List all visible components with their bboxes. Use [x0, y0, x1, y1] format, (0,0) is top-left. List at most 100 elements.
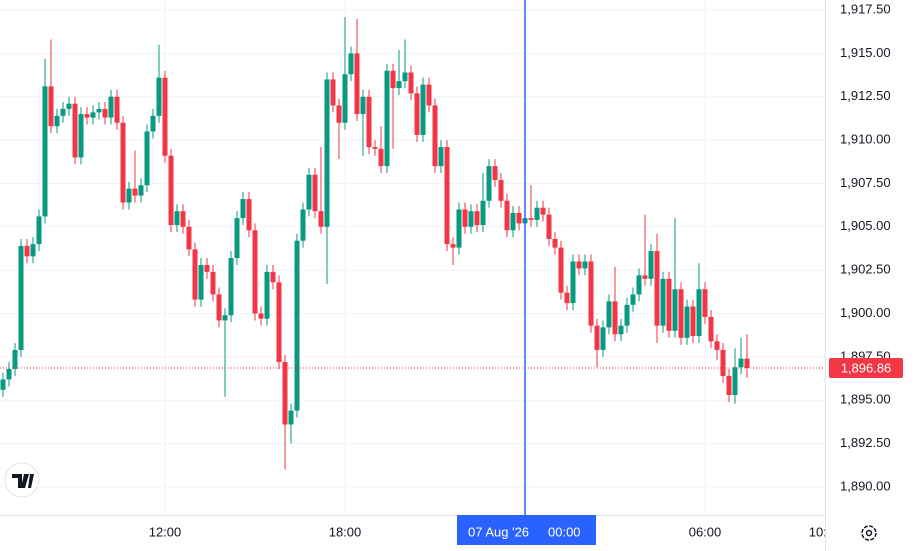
- candle-body: [696, 289, 702, 337]
- y-tick-label: 1,892.50: [840, 435, 891, 450]
- y-tick-label: 1,895.00: [840, 392, 891, 407]
- candle-body: [48, 86, 54, 127]
- candle-body: [636, 275, 642, 295]
- candle-body: [240, 199, 246, 219]
- candle-body: [252, 230, 258, 314]
- candle-body: [342, 74, 348, 123]
- candle-body: [420, 84, 426, 135]
- last-price-label: 1,896.86: [841, 360, 892, 375]
- candle-body: [18, 245, 24, 350]
- candle-body: [42, 86, 48, 217]
- candle-body: [78, 114, 84, 158]
- candle-body: [174, 211, 180, 226]
- candle-body: [426, 84, 432, 106]
- candle-body: [66, 103, 72, 109]
- candle-body: [678, 289, 684, 338]
- candle-body: [318, 211, 324, 227]
- candle-body: [54, 115, 60, 127]
- candle-body: [588, 261, 594, 326]
- candle-body: [486, 166, 492, 201]
- settings-button[interactable]: [861, 525, 877, 541]
- candle-body: [270, 271, 276, 283]
- candle-body: [498, 179, 504, 201]
- candle-body: [138, 185, 144, 196]
- candle-body: [654, 251, 660, 326]
- candle-body: [480, 200, 486, 226]
- candle-body: [348, 53, 354, 75]
- price-axis-bg: [825, 0, 920, 551]
- candle-body: [288, 410, 294, 425]
- candle-body: [516, 212, 522, 224]
- candle-body: [540, 207, 546, 215]
- candle-body: [126, 188, 132, 203]
- last-price-tag: [829, 357, 903, 378]
- candle-body: [444, 147, 450, 245]
- candle-body: [378, 148, 384, 167]
- candle-body: [594, 325, 600, 350]
- candles: [0, 0, 825, 515]
- candle-body: [144, 131, 150, 186]
- candle-body: [702, 289, 708, 317]
- candle-body: [0, 379, 6, 390]
- crosshair-time: 00:00: [548, 524, 581, 539]
- candle-body: [672, 289, 678, 331]
- candle-body: [84, 114, 90, 118]
- candle-body: [114, 96, 120, 123]
- candle-body: [690, 306, 696, 337]
- candle-body: [504, 200, 510, 231]
- logo-mark: [12, 474, 34, 488]
- candle-body: [312, 174, 318, 212]
- candle-body: [528, 218, 534, 220]
- candle-body: [612, 301, 618, 335]
- candle-body: [714, 341, 720, 350]
- candle-body: [450, 244, 456, 248]
- candle-body: [156, 77, 162, 116]
- candle-body: [708, 316, 714, 342]
- candle-body: [366, 96, 372, 148]
- candle-body: [162, 77, 168, 156]
- candle-body: [294, 240, 300, 411]
- x-tick-label: 18:00: [329, 524, 362, 539]
- candle-body: [570, 261, 576, 304]
- candle-body: [432, 105, 438, 167]
- candle-body: [120, 122, 126, 203]
- candle-body: [12, 349, 18, 369]
- candle-body: [276, 282, 282, 363]
- candle-body: [642, 275, 648, 279]
- y-tick-label: 1,900.00: [840, 305, 891, 320]
- candle-body: [564, 292, 570, 304]
- y-tick-label: 1,907.50: [840, 175, 891, 190]
- y-tick-label: 1,902.50: [840, 262, 891, 277]
- candle-body: [132, 188, 138, 196]
- candle-body: [246, 199, 252, 231]
- y-tick-label: 1,890.00: [840, 478, 891, 493]
- candle-body: [354, 53, 360, 115]
- candle-body: [264, 271, 270, 319]
- tv-logo[interactable]: [4, 462, 40, 498]
- y-tick-label: 1,912.50: [840, 88, 891, 103]
- candle-body: [468, 211, 474, 227]
- candle-body: [330, 79, 336, 106]
- candle-body: [300, 209, 306, 241]
- candle-body: [324, 79, 330, 227]
- candle-body: [216, 294, 222, 321]
- candle-body: [192, 249, 198, 300]
- candle-body: [684, 306, 690, 338]
- candle-body: [102, 108, 108, 118]
- candle-body: [402, 72, 408, 82]
- candle-body: [408, 72, 414, 94]
- candle-body: [576, 261, 582, 269]
- crosshair-date: 07 Aug '26: [468, 524, 529, 539]
- candle-body: [666, 278, 672, 331]
- time-axis-bg: [0, 515, 825, 551]
- x-tick-label: 12:00: [149, 524, 182, 539]
- grid: [0, 0, 825, 515]
- candle-body: [558, 247, 564, 293]
- candle-body: [390, 70, 396, 89]
- candle-body: [30, 244, 36, 257]
- candle-body: [36, 216, 42, 245]
- crosshair-tag: [457, 515, 596, 545]
- candle-body: [474, 211, 480, 226]
- candle-body: [744, 358, 750, 368]
- candle-body: [732, 367, 738, 396]
